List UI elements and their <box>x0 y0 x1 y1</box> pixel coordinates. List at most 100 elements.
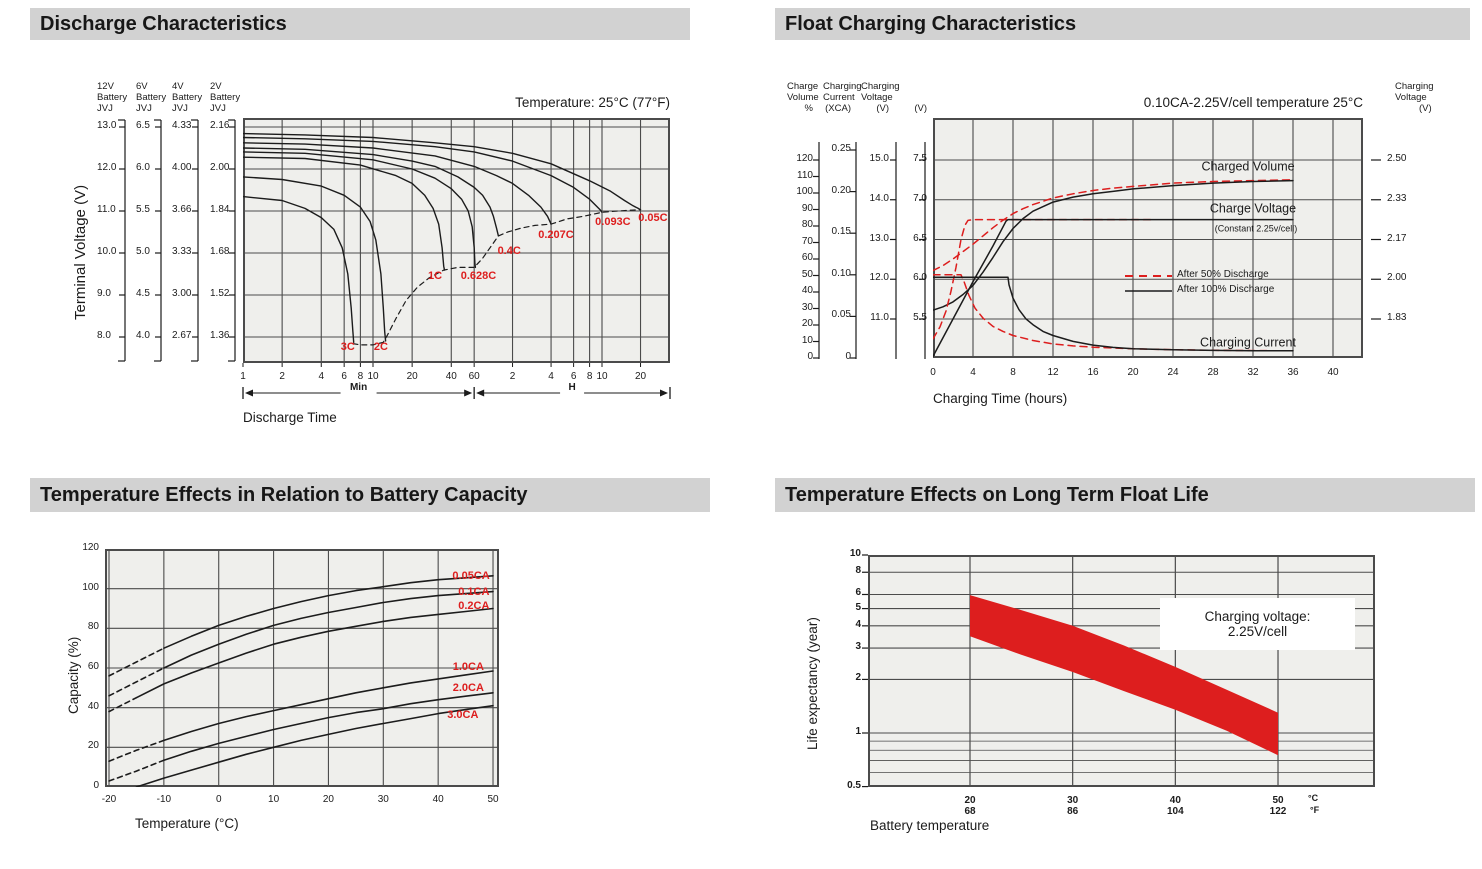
float-life-header-bar: Temperature Effects on Long Term Float L… <box>775 478 1475 512</box>
x-tick-label: 10 <box>596 371 608 382</box>
scale-value: 0.05 <box>831 309 851 321</box>
scale-value: 14.0 <box>869 192 889 204</box>
y-tick-label: 20 <box>87 740 99 752</box>
x-tick-label: 20 <box>1127 367 1139 378</box>
scale-value: 10.0 <box>97 246 117 257</box>
scale-value: 6.0 <box>136 162 150 173</box>
x-tick-label: 36 <box>1287 367 1299 378</box>
right-scale-header: Charging <box>1395 81 1434 92</box>
scale-value: 13.0 <box>97 120 117 131</box>
x-tick-label: 8 <box>586 371 593 382</box>
float-charging-x-axis-title: Charging Time (hours) <box>933 391 1068 406</box>
scale-value: 2.00 <box>210 162 230 173</box>
scale-value: 6.5 <box>913 232 927 244</box>
scale-header: JVJ <box>210 103 226 114</box>
scale-value: 110 <box>797 169 813 181</box>
scale-value: 2.67 <box>172 330 192 341</box>
scale-value: 5.5 <box>136 204 150 215</box>
x-tick-label: 2 <box>509 371 516 382</box>
float-life-title: Temperature Effects on Long Term Float L… <box>785 483 1209 506</box>
scale-value: 7.0 <box>913 192 927 204</box>
scale-header: 2V <box>210 81 222 92</box>
x-unit-fahrenheit: °F <box>1310 805 1320 815</box>
scale-unit: (V) <box>876 103 889 114</box>
scale-header: 4V <box>172 81 184 92</box>
x-tick-label: -10 <box>156 794 172 805</box>
scale-value: 1.36 <box>210 330 230 341</box>
scale-value: 2.16 <box>210 120 230 131</box>
scale-header: 12V <box>97 81 114 92</box>
discharge-x-axis-title: Discharge Time <box>243 410 337 425</box>
scale-value: 80 <box>801 219 813 230</box>
scale-header: Current <box>823 92 855 103</box>
scale-value: 3.00 <box>172 288 192 299</box>
y-tick-label: 120 <box>82 542 99 553</box>
y-tick-label: 0.5 <box>847 779 861 791</box>
discharge-title: Discharge Characteristics <box>40 12 287 35</box>
discharge-y-axis-title: Terminal Voltage (V) <box>72 184 89 320</box>
scale-value: 8.0 <box>97 330 111 341</box>
x-tick-label: 24 <box>1167 367 1179 378</box>
y-tick-label: 5 <box>855 601 861 613</box>
charging-voltage-annotation: Charging voltage: 2.25V/cell <box>1160 598 1355 650</box>
scale-value: 120 <box>796 153 813 164</box>
capacity-title: Temperature Effects in Relation to Batte… <box>40 483 528 506</box>
scale-value: 0.25 <box>831 143 851 154</box>
scale-value: 30 <box>801 301 813 313</box>
float-life-plot <box>868 555 1375 787</box>
float-charging-plot <box>933 118 1363 358</box>
x-tick-label: 0 <box>930 367 936 378</box>
x-tick-label: 2 <box>279 371 285 382</box>
float-charging-header-bar: Float Charging Characteristics <box>775 8 1470 40</box>
x-tick-label: 10 <box>367 371 379 382</box>
x-tick-label-celsius: 20 <box>964 795 976 806</box>
x-tick-label-celsius: 30 <box>1067 795 1079 806</box>
scale-value: 4.5 <box>136 288 150 299</box>
scale-value: 1.68 <box>210 246 230 257</box>
x-tick-label: 40 <box>445 371 457 382</box>
scale-header: JVJ <box>97 103 113 114</box>
scale-value: 3.66 <box>172 204 192 215</box>
scale-value: 13.0 <box>869 232 889 244</box>
scale-value: 0 <box>807 351 813 362</box>
y-tick-label: 100 <box>82 581 99 593</box>
scale-value: 3.33 <box>172 246 192 257</box>
scale-value: 0.20 <box>831 184 851 196</box>
scale-value: 60 <box>801 252 813 263</box>
charging-voltage-annotation-line1: Charging voltage: <box>1204 609 1311 624</box>
x-tick-label: 8 <box>357 371 364 382</box>
scale-header: Battery <box>136 92 167 103</box>
x-tick-label-celsius: 40 <box>1169 795 1181 806</box>
scale-value: 15.0 <box>869 153 889 164</box>
float-life-y-axis-title: Life expectancy (year) <box>805 617 820 750</box>
x-tick-label: 10 <box>268 794 280 805</box>
scale-header: Battery <box>97 92 128 103</box>
scale-value: 6.5 <box>136 120 150 131</box>
right-scale-unit: (V) <box>1419 103 1432 114</box>
x-tick-label: 6 <box>341 371 347 382</box>
float-charging-annotation: 0.10CA-2.25V/cell temperature 25°C <box>1143 95 1363 110</box>
discharge-header-bar: Discharge Characteristics <box>30 8 690 40</box>
y-tick-label: 2 <box>855 672 861 684</box>
x-tick-label: 20 <box>406 371 418 382</box>
x-tick-label: 40 <box>1327 367 1339 378</box>
scale-header: 6V <box>136 81 148 92</box>
scale-header: Charging <box>861 81 900 92</box>
float-life-section: Temperature Effects on Long Term Float L… <box>775 478 1482 869</box>
y-tick-label: 3 <box>855 641 861 653</box>
scale-value: 20 <box>801 318 813 329</box>
scale-value: 11.0 <box>870 312 889 323</box>
scale-value: 0.10 <box>831 267 851 279</box>
capacity-plot <box>105 549 499 787</box>
x-tick-label: 20 <box>322 794 334 805</box>
scale-header: JVJ <box>136 103 152 114</box>
x-tick-label-fahrenheit: 104 <box>1166 806 1184 817</box>
scale-value: 0.15 <box>831 226 851 238</box>
x-tick-label-celsius: 50 <box>1272 795 1284 806</box>
right-scale-value: 1.83 <box>1387 312 1407 323</box>
x-tick-label: 50 <box>487 794 499 805</box>
scale-value: 10 <box>801 334 813 346</box>
scale-header: Battery <box>172 92 203 103</box>
right-scale-value: 2.50 <box>1387 153 1407 164</box>
x-tick-label: 1 <box>240 371 246 382</box>
